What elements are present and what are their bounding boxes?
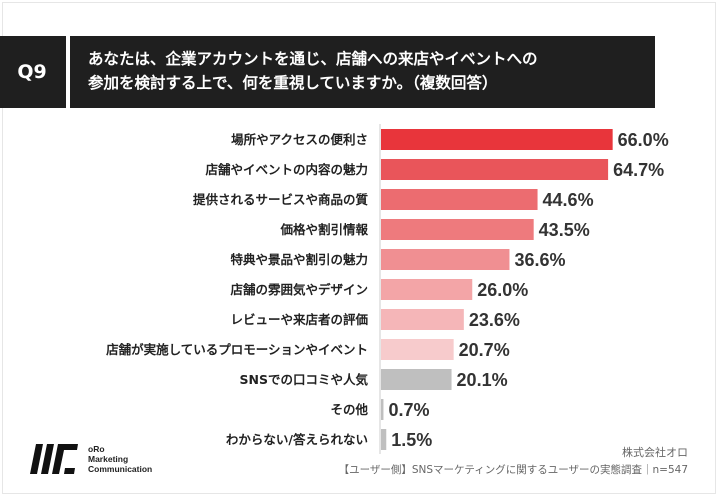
oro-logo-mark-icon [30, 444, 78, 474]
logo-line-3: Communication [88, 464, 153, 474]
question-number: Q9 [17, 61, 47, 83]
bar [381, 159, 609, 180]
value-label: 64.7% [613, 160, 664, 180]
company-name: 株式会社オロ [622, 446, 688, 459]
value-label: 20.1% [457, 370, 508, 390]
bar [381, 399, 384, 420]
bar [381, 129, 613, 150]
value-label: 44.6% [543, 190, 594, 210]
card-frame [2, 2, 716, 494]
value-label: 20.7% [459, 340, 510, 360]
oro-logo-text: oRo Marketing Communication [88, 444, 152, 474]
question-line-1: あなたは、企業アカウントを通じ、店舗への来店やイベントへの [88, 50, 538, 68]
value-label: 23.6% [469, 310, 520, 330]
question-text: あなたは、企業アカウントを通じ、店舗への来店やイベントへの 参加を検討する上で、… [88, 47, 648, 95]
bar [381, 189, 538, 210]
bars: 場所やアクセスの便利さ 66.0% 店舗やイベントの内容の魅力 64.7% 提供されるサ… [106, 129, 669, 450]
category-label: レビューや来店者の評価 [230, 312, 368, 327]
source-note: 【ユーザー側】SNSマーケティングに関するユーザーの実態調査｜n=547 [338, 464, 688, 476]
logo-line-1: oRo [88, 444, 105, 454]
bar [381, 309, 464, 330]
bar [381, 369, 452, 390]
category-label: 場所やアクセスの便利さ [231, 132, 368, 147]
question-header: Q9 あなたは、企業アカウントを通じ、店舗への来店やイベントへの 参加を検討する… [0, 36, 655, 108]
question-line-2: 参加を検討する上で、何を重視していますか。（複数回答） [88, 74, 498, 92]
value-label: 43.5% [539, 220, 590, 240]
bar [381, 249, 510, 270]
category-label: わからない/答えられない [226, 432, 368, 447]
oro-logo: oRo Marketing Communication [30, 441, 152, 477]
value-label: 1.5% [391, 430, 432, 450]
category-label: SNSでの口コミや人気 [240, 372, 369, 387]
category-label: その他 [330, 402, 368, 417]
category-label: 店舗やイベントの内容の魅力 [205, 162, 368, 177]
bar [381, 219, 534, 240]
question-divider [66, 36, 70, 108]
value-label: 66.0% [618, 130, 669, 150]
category-label: 特典や景品や割引の魅力 [230, 252, 368, 267]
category-label: 店舗が実施しているプロモーションやイベント [106, 342, 368, 357]
category-label: 店舗の雰囲気やデザイン [230, 282, 368, 297]
value-label: 26.0% [477, 280, 528, 300]
bar [381, 339, 454, 360]
category-label: 価格や割引情報 [279, 222, 368, 237]
logo-line-2: Marketing [88, 454, 129, 464]
bar [381, 279, 473, 300]
bar [381, 429, 387, 450]
value-label: 36.6% [514, 250, 565, 270]
value-label: 0.7% [388, 400, 429, 420]
category-label: 提供されるサービスや商品の質 [193, 192, 369, 207]
